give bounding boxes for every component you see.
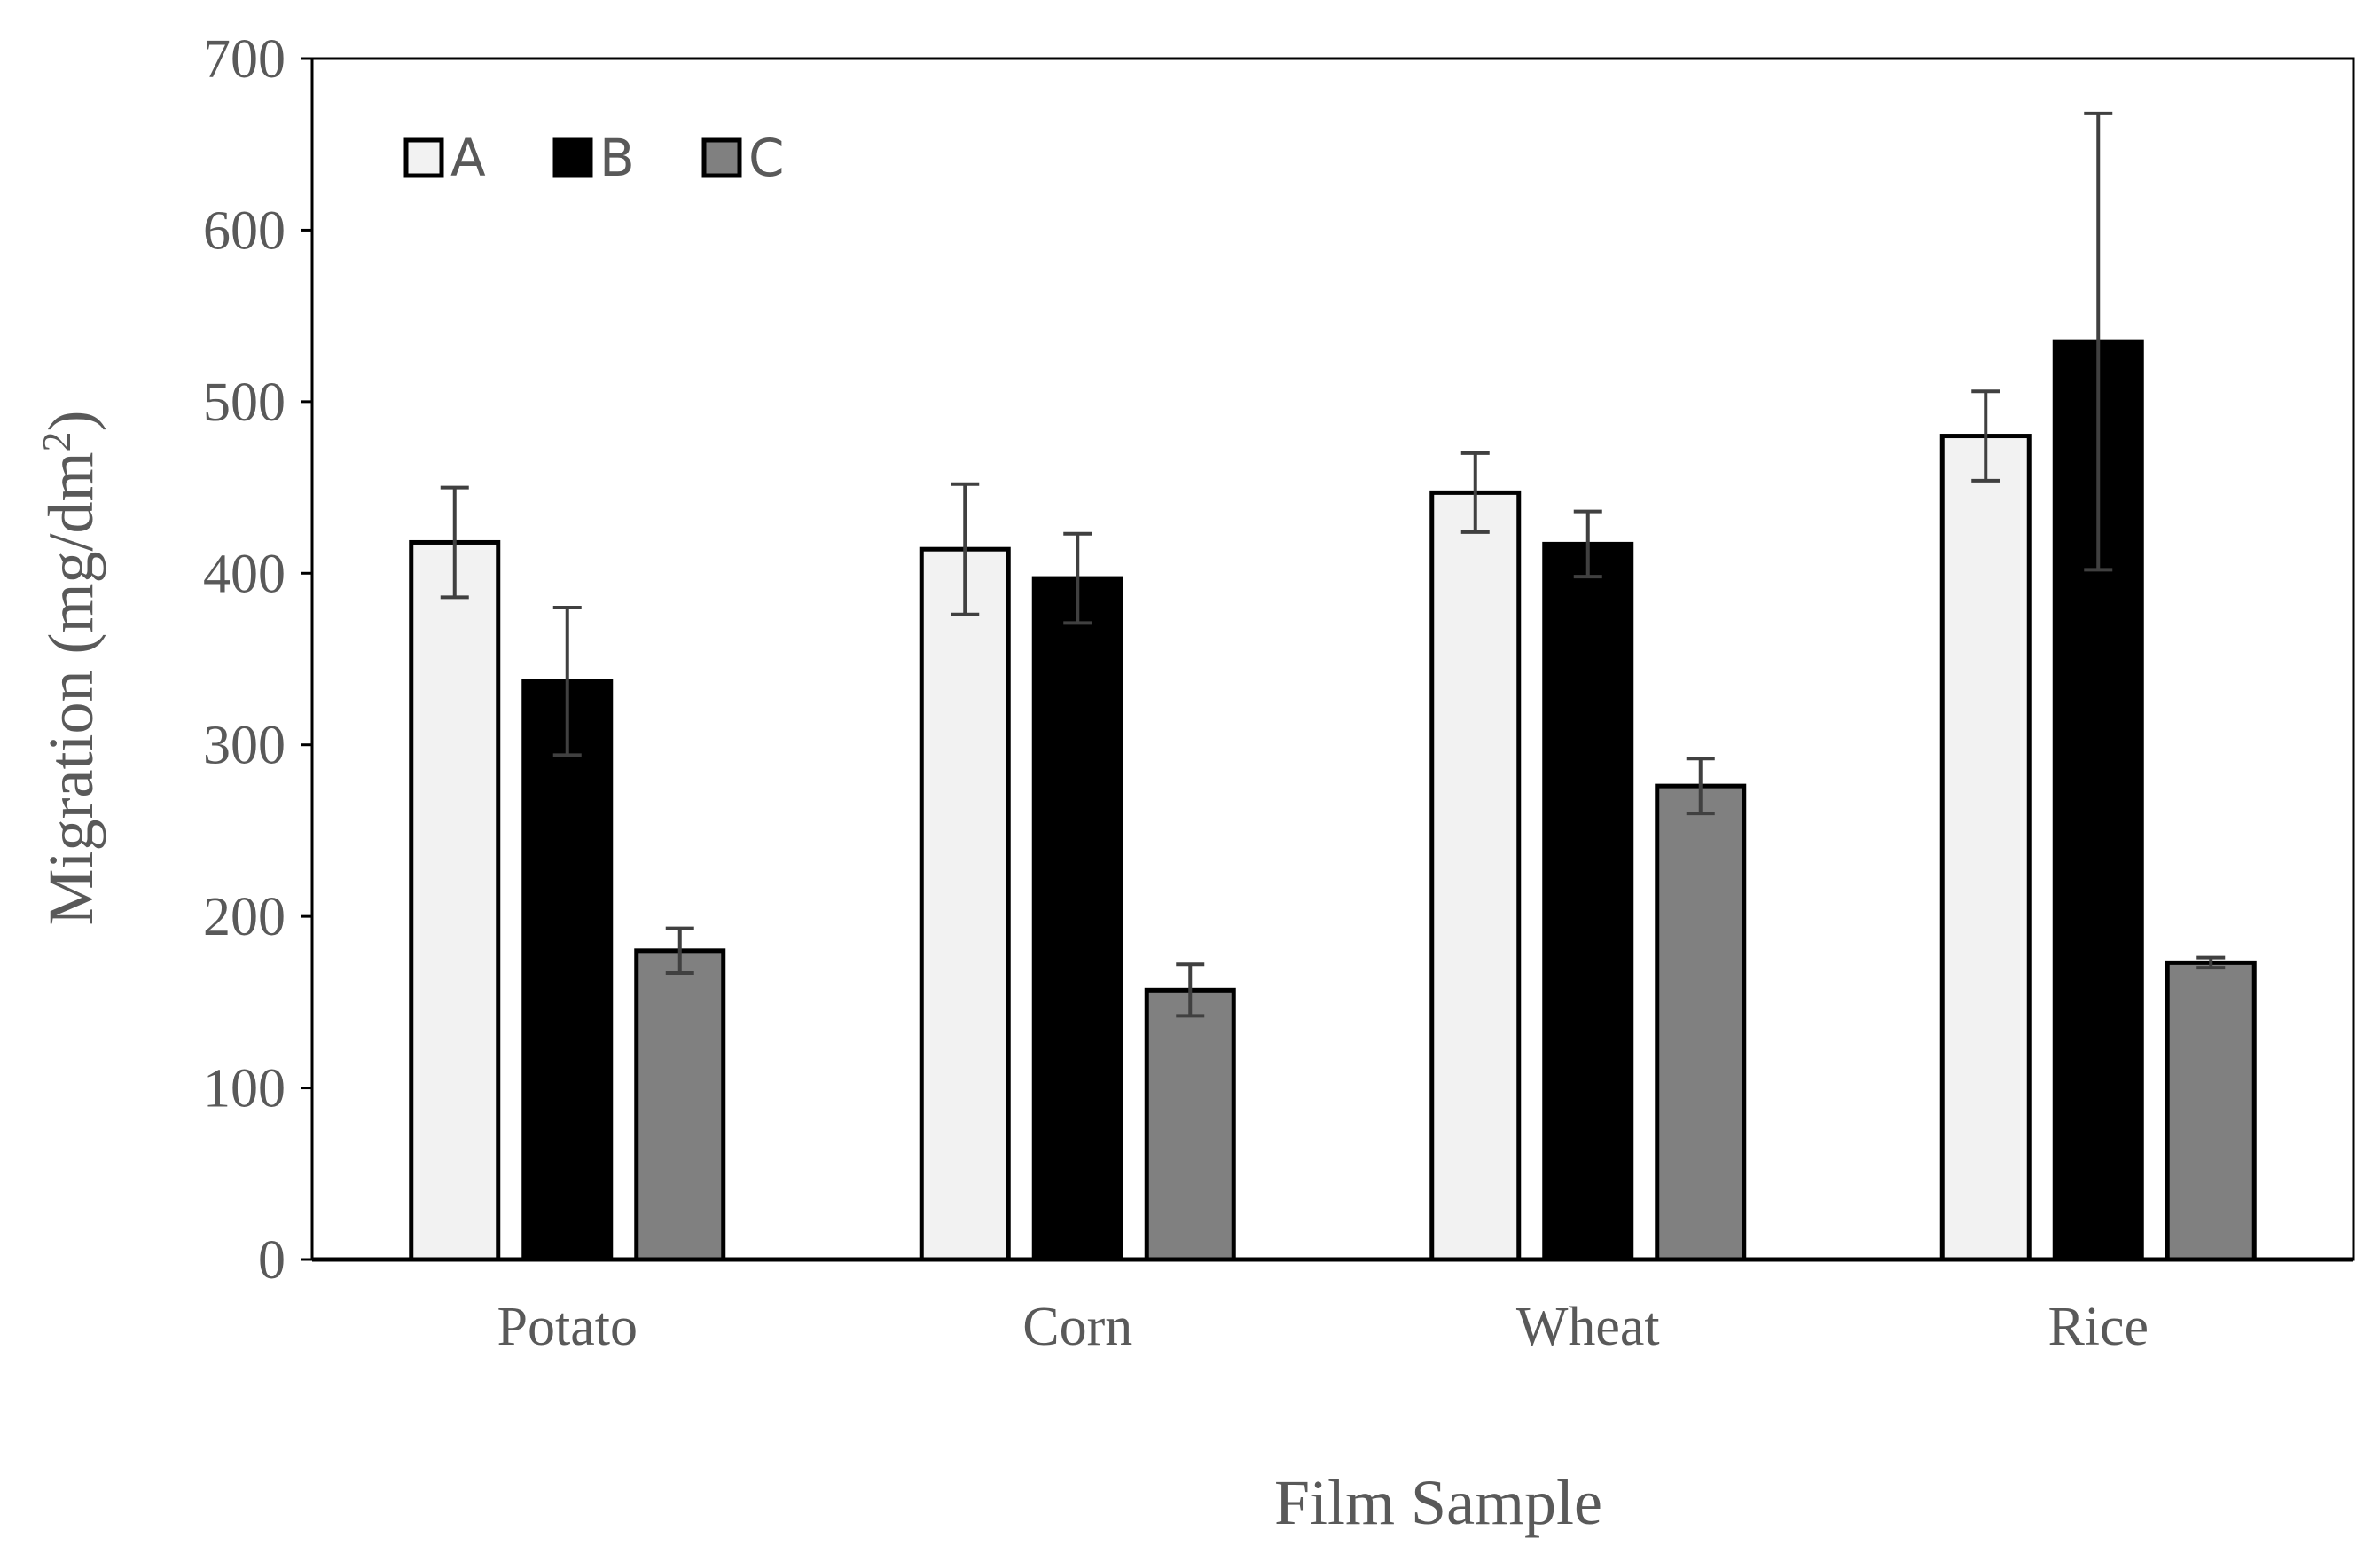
- y-axis-title-close: ): [35, 411, 106, 432]
- bar-A-corn: [919, 546, 1011, 1262]
- legend-swatch-B: [552, 137, 593, 178]
- y-tick-label: 100: [203, 1059, 286, 1119]
- error-bar-B-rice: [2084, 111, 2113, 572]
- y-axis-title-main: Migration (mg/dm: [35, 452, 106, 926]
- bar-A-rice: [1939, 434, 2032, 1262]
- y-tick-label: 0: [258, 1230, 286, 1291]
- error-bar-C-corn: [1176, 962, 1205, 1018]
- y-tick-label: 400: [203, 544, 286, 604]
- y-tick-label: 200: [203, 887, 286, 947]
- bar-C-potato: [634, 948, 726, 1262]
- bar-B-corn: [1031, 576, 1123, 1262]
- error-bar-A-corn: [951, 482, 980, 616]
- error-bar-C-rice: [2196, 955, 2226, 970]
- bar-A-potato: [409, 539, 501, 1262]
- y-axis-title: Migration (mg/dm2): [34, 411, 107, 926]
- x-axis-ticks: Potato Corn Wheat Rice: [497, 1297, 2149, 1357]
- legend-swatch-C: [701, 137, 742, 178]
- error-bar-C-wheat: [1686, 757, 1715, 816]
- y-axis-title-superscript: 2: [34, 432, 79, 452]
- error-bar-A-rice: [1971, 389, 2000, 483]
- bar-C-corn: [1144, 987, 1236, 1262]
- error-bar-A-wheat: [1460, 451, 1490, 534]
- x-tick-label-potato: Potato: [497, 1297, 638, 1357]
- y-tick-label: 600: [203, 200, 286, 261]
- legend-label-A: A: [450, 128, 486, 188]
- bar-C-wheat: [1655, 783, 1747, 1262]
- bar-A-wheat: [1429, 490, 1522, 1262]
- error-bars-layer: [440, 111, 2226, 1018]
- bars-layer: [409, 339, 2257, 1262]
- bar-B-wheat: [1542, 541, 1634, 1262]
- y-tick-label: 700: [203, 29, 286, 90]
- error-bar-C-potato: [665, 926, 694, 975]
- bar-B-potato: [521, 679, 614, 1262]
- x-tick-label-wheat: Wheat: [1516, 1297, 1660, 1357]
- bar-C-rice: [2165, 960, 2257, 1262]
- y-axis-ticks: 0 100 200 300 400 500 600 700: [203, 29, 312, 1291]
- error-bar-B-potato: [552, 605, 582, 757]
- x-tick-label-rice: Rice: [2047, 1297, 2149, 1357]
- error-bar-B-corn: [1063, 531, 1092, 625]
- x-tick-label-corn: Corn: [1022, 1297, 1132, 1357]
- y-tick-label: 500: [203, 373, 286, 433]
- legend-label-C: C: [748, 128, 785, 188]
- legend-swatch-A: [403, 137, 444, 178]
- error-bar-A-potato: [440, 485, 469, 600]
- error-bar-B-wheat: [1573, 509, 1602, 579]
- x-axis-title: Film Sample: [1274, 1467, 1602, 1538]
- y-tick-label: 300: [203, 716, 286, 776]
- legend: A B C: [403, 128, 785, 188]
- legend-label-B: B: [599, 128, 635, 188]
